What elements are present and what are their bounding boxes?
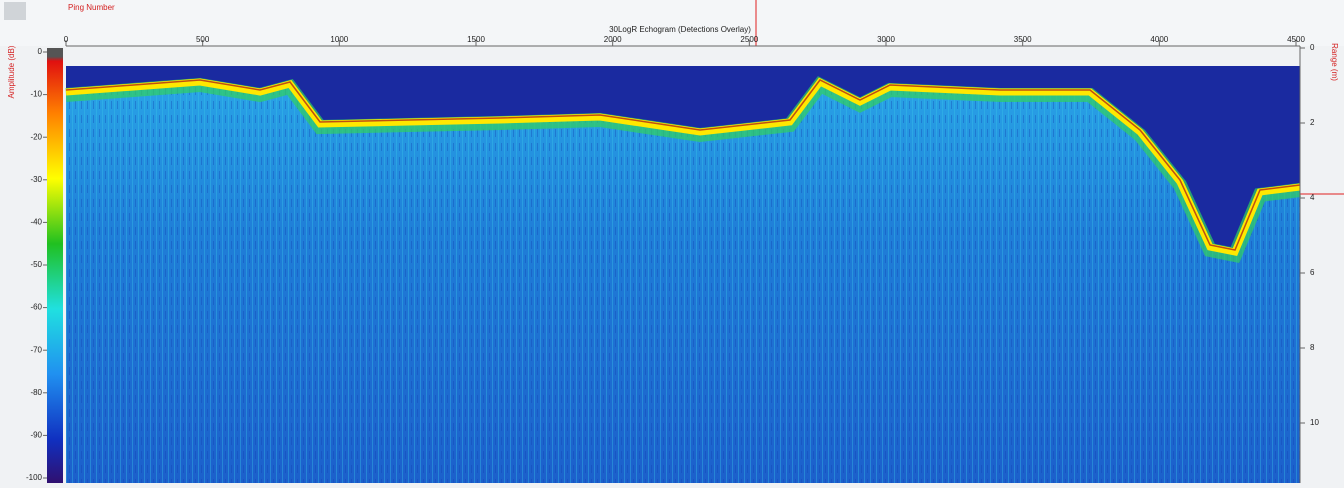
range-tick-label: 4 bbox=[1310, 193, 1315, 202]
color-scale-label: Amplitude (dB) bbox=[7, 45, 16, 98]
color-tick-label: -50 bbox=[30, 260, 42, 269]
bottom-detection bbox=[65, 79, 1301, 251]
range-tick-label: 6 bbox=[1310, 268, 1315, 277]
x-tick-label: 2000 bbox=[604, 35, 622, 44]
plot bbox=[65, 66, 1301, 483]
x-tick-label: 2500 bbox=[740, 35, 758, 44]
x-tick-label: 4000 bbox=[1150, 35, 1168, 44]
x-tick-label: 1500 bbox=[467, 35, 485, 44]
x-tick-label: 3000 bbox=[877, 35, 895, 44]
water-column bbox=[66, 66, 1300, 250]
range-tick-label: 0 bbox=[1310, 43, 1315, 52]
x-tick-label: 3500 bbox=[1014, 35, 1032, 44]
color-scale bbox=[47, 48, 63, 483]
range-tick-label: 2 bbox=[1310, 118, 1315, 127]
x-tick-label: 0 bbox=[64, 35, 69, 44]
color-tick-label: -40 bbox=[30, 218, 42, 227]
color-tick-label: -20 bbox=[30, 132, 42, 141]
range-tick-label: 8 bbox=[1310, 343, 1315, 352]
color-tick-label: -10 bbox=[30, 90, 42, 99]
color-tick-label: -60 bbox=[30, 303, 42, 312]
color-tick-label: -70 bbox=[30, 345, 42, 354]
echogram-title: 30LogR Echogram (Detections Overlay) bbox=[609, 25, 751, 34]
range-axis-label: Range (m) bbox=[1330, 43, 1339, 81]
app-icon[interactable] bbox=[4, 2, 26, 20]
color-tick-label: -30 bbox=[30, 175, 42, 184]
x-tick-label: 500 bbox=[196, 35, 210, 44]
color-tick-label: -80 bbox=[30, 388, 42, 397]
x-tick-label: 4500 bbox=[1287, 35, 1305, 44]
toolbar bbox=[0, 0, 1344, 46]
range-tick-label: 10 bbox=[1310, 418, 1319, 427]
color-tick-label: -90 bbox=[30, 431, 42, 440]
x-axis-label: Ping Number bbox=[68, 3, 115, 12]
bottom-echo bbox=[65, 77, 1301, 256]
color-tick-label: 0 bbox=[38, 47, 43, 56]
x-tick-label: 1000 bbox=[330, 35, 348, 44]
color-tick-label: -100 bbox=[26, 473, 43, 482]
